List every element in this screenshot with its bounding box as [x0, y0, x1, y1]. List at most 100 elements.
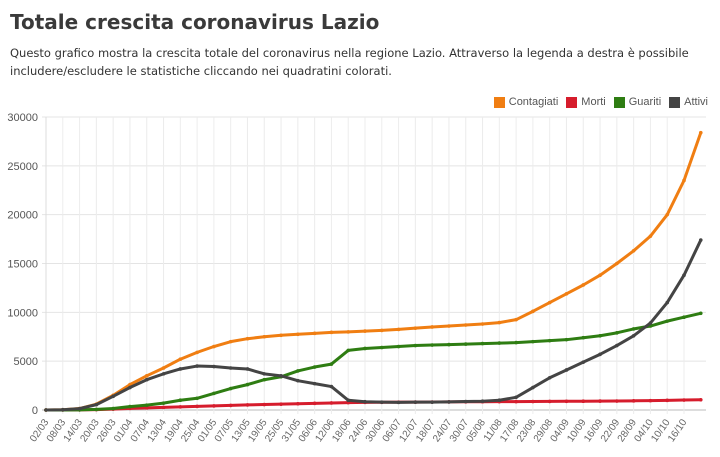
data-point-morti: [212, 404, 216, 408]
data-point-attivi: [195, 364, 199, 368]
data-point-morti: [514, 399, 518, 404]
data-point-guariti: [463, 342, 468, 346]
data-point-attivi: [531, 385, 535, 390]
data-point-morti: [564, 399, 569, 404]
data-point-morti: [228, 403, 233, 408]
data-point-morti: [682, 398, 686, 402]
data-point-attivi: [228, 366, 233, 370]
data-point-attivi: [363, 399, 367, 404]
data-point-guariti: [497, 341, 502, 345]
data-point-attivi: [161, 372, 166, 376]
data-point-guariti: [698, 311, 703, 316]
data-point-attivi: [631, 333, 636, 338]
series-line-attivi: [45, 239, 703, 412]
data-point-attivi: [312, 381, 317, 386]
data-point-attivi: [94, 402, 99, 407]
data-point-morti: [144, 406, 149, 410]
y-tick-label: 0: [32, 405, 38, 417]
legend-item-contagiati[interactable]: Contagiati: [493, 96, 558, 108]
legend-swatch[interactable]: [669, 96, 681, 108]
data-point-contagiati: [430, 325, 434, 329]
data-point-guariti: [346, 348, 351, 353]
data-point-attivi: [447, 400, 451, 404]
data-point-guariti: [312, 365, 317, 369]
y-tick-label: 20000: [7, 210, 38, 222]
data-point-contagiati: [329, 330, 334, 335]
data-point-guariti: [161, 401, 166, 405]
data-point-attivi: [178, 367, 183, 371]
data-point-attivi: [262, 372, 267, 376]
data-point-attivi: [514, 395, 518, 400]
data-point-attivi: [379, 400, 384, 404]
data-point-morti: [245, 403, 250, 407]
data-point-morti: [581, 399, 586, 404]
data-point-guariti: [665, 319, 670, 323]
data-point-contagiati: [615, 261, 619, 266]
chart-description: Questo grafico mostra la crescita totale…: [10, 46, 689, 78]
data-point-contagiati: [312, 331, 317, 336]
legend-item-guariti[interactable]: Guariti: [613, 96, 662, 108]
data-point-attivi: [212, 364, 216, 369]
data-point-guariti: [212, 391, 216, 396]
data-point-guariti: [547, 338, 552, 343]
data-point-attivi: [615, 343, 619, 348]
y-tick-label: 10000: [7, 307, 38, 319]
data-point-contagiati: [447, 324, 451, 328]
data-point-contagiati: [195, 350, 199, 355]
data-point-attivi: [111, 394, 115, 399]
data-point-contagiati: [228, 339, 233, 344]
data-point-attivi: [346, 398, 351, 403]
data-point-contagiati: [245, 336, 250, 341]
data-point-guariti: [581, 335, 586, 340]
data-point-attivi: [279, 374, 283, 378]
data-point-contagiati: [698, 130, 703, 135]
data-point-attivi: [581, 360, 586, 364]
data-point-contagiati: [682, 178, 686, 183]
legend-item-attivi[interactable]: Attivi: [669, 96, 708, 108]
data-point-guariti: [94, 407, 99, 412]
data-point-guariti: [396, 344, 401, 349]
y-tick-label: 25000: [7, 161, 38, 173]
data-point-morti: [279, 402, 283, 406]
data-point-attivi: [698, 238, 703, 242]
data-point-contagiati: [296, 332, 300, 337]
data-point-contagiati: [514, 317, 518, 322]
data-point-contagiati: [497, 320, 502, 325]
data-point-attivi: [598, 352, 602, 357]
chart-legend: Contagiati Morti Guariti Attivi: [493, 96, 708, 108]
data-point-guariti: [682, 315, 686, 320]
data-point-contagiati: [480, 322, 485, 326]
data-point-morti: [262, 402, 267, 407]
data-point-contagiati: [463, 323, 468, 327]
legend-swatch[interactable]: [493, 96, 505, 108]
legend-label: Guariti: [628, 96, 662, 108]
data-point-morti: [598, 399, 602, 403]
data-point-morti: [631, 399, 636, 403]
data-point-contagiati: [598, 273, 602, 278]
data-point-guariti: [631, 327, 636, 331]
data-point-guariti: [413, 343, 418, 348]
data-point-contagiati: [648, 234, 653, 238]
data-point-contagiati: [144, 374, 149, 378]
data-point-attivi: [144, 377, 149, 382]
data-point-morti: [648, 398, 653, 403]
legend-item-morti[interactable]: Morti: [566, 96, 606, 108]
legend-swatch[interactable]: [566, 96, 578, 108]
data-point-guariti: [564, 337, 569, 342]
data-point-morti: [615, 399, 619, 403]
data-point-guariti: [379, 345, 384, 350]
data-point-guariti: [245, 382, 250, 387]
data-point-attivi: [480, 399, 485, 404]
data-point-guariti: [598, 333, 602, 338]
data-point-guariti: [430, 343, 434, 347]
series-line-guariti: [46, 311, 702, 412]
data-point-guariti: [363, 346, 367, 351]
legend-label: Morti: [581, 96, 606, 108]
data-point-guariti: [329, 362, 334, 366]
legend-label: Attivi: [684, 96, 708, 108]
data-point-attivi: [329, 384, 334, 389]
legend-swatch[interactable]: [613, 96, 625, 108]
data-point-contagiati: [564, 291, 569, 296]
data-point-contagiati: [413, 326, 418, 330]
